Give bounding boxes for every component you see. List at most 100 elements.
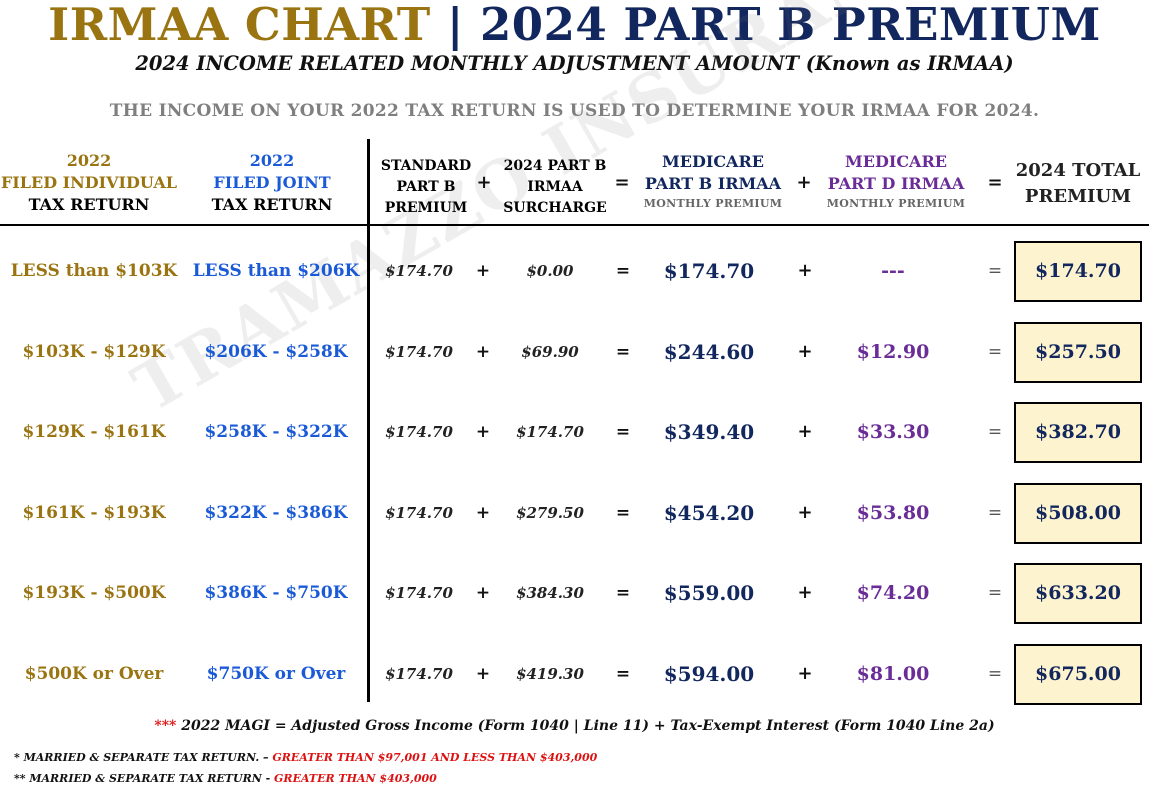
equals-sign: = bbox=[987, 342, 1003, 362]
cell-part-d: $74.20 bbox=[856, 582, 930, 604]
header-total-line1: 2024 TOTAL bbox=[1015, 160, 1141, 181]
header-individual-year: 2022 bbox=[66, 151, 112, 170]
plus-sign: + bbox=[475, 583, 491, 603]
equals-sign: = bbox=[987, 261, 1003, 281]
table-row: $500K or Over $750K or Over $174.70 + $4… bbox=[0, 643, 1149, 705]
header-part-b-line3: MONTHLY PREMIUM bbox=[643, 197, 783, 210]
header-part-d-line1: MEDICARE bbox=[845, 152, 947, 171]
header-part-b-line2: PART B IRMAA bbox=[644, 174, 782, 193]
cell-individual: $500K or Over bbox=[24, 664, 164, 684]
header-total: 2024 TOTAL PREMIUM bbox=[1004, 158, 1149, 210]
equals-sign: = bbox=[615, 422, 631, 442]
header-part-d-line3: MONTHLY PREMIUM bbox=[826, 197, 966, 210]
cell-standard: $174.70 bbox=[385, 343, 453, 361]
header-surcharge-line2: IRMAA bbox=[527, 179, 583, 195]
separate-return-note-2: ** MARRIED & SEPARATE TAX RETURN - GREAT… bbox=[14, 772, 437, 785]
total-premium-box: $508.00 bbox=[1014, 483, 1142, 544]
plus-sign: + bbox=[797, 502, 813, 523]
header-total-line2: PREMIUM bbox=[1024, 186, 1132, 207]
header-surcharge: 2024 PART B IRMAA SURCHARGE bbox=[496, 156, 614, 219]
header-joint-year: 2022 bbox=[249, 151, 295, 170]
cell-part-b: $559.00 bbox=[663, 581, 755, 605]
plus-sign: + bbox=[475, 664, 491, 684]
cell-individual: $161K - $193K bbox=[22, 503, 166, 523]
total-premium-box: $675.00 bbox=[1014, 644, 1142, 705]
cell-standard: $174.70 bbox=[385, 262, 453, 280]
income-note: THE INCOME ON YOUR 2022 TAX RETURN IS US… bbox=[109, 101, 1040, 121]
column-divider bbox=[367, 139, 370, 702]
cell-standard: $174.70 bbox=[385, 584, 453, 602]
separate-return-value-1: GREATER THAN $97,001 AND LESS THAN $403,… bbox=[272, 751, 598, 764]
table-row: LESS than $103K LESS than $206K $174.70 … bbox=[0, 240, 1149, 302]
cell-surcharge: $0.00 bbox=[526, 262, 574, 280]
header-individual: 2022 FILED INDIVIDUAL TAX RETURN bbox=[0, 150, 178, 216]
header-standard-line2: PART B bbox=[396, 179, 456, 195]
page-title: IRMAA CHART | 2024 PART B PREMIUM bbox=[0, 0, 1149, 50]
header-standard: STANDARD PART B PREMIUM bbox=[372, 156, 480, 219]
equals-sign: = bbox=[987, 664, 1003, 684]
plus-sign: + bbox=[797, 663, 813, 684]
header-part-b: MEDICARE PART B IRMAA MONTHLY PREMIUM bbox=[634, 151, 792, 213]
equals-sign: = bbox=[987, 422, 1003, 442]
cell-standard: $174.70 bbox=[385, 423, 453, 441]
header-surcharge-line1: 2024 PART B bbox=[503, 158, 607, 174]
table-row: $103K - $129K $206K - $258K $174.70 + $6… bbox=[0, 321, 1149, 383]
plus-sign: + bbox=[475, 422, 491, 442]
separate-return-note-1: * MARRIED & SEPARATE TAX RETURN. – GREAT… bbox=[14, 751, 597, 764]
total-premium-box: $174.70 bbox=[1014, 241, 1142, 302]
separate-return-label-1: * MARRIED & SEPARATE TAX RETURN. – bbox=[14, 751, 269, 764]
table-row: $129K - $161K $258K - $322K $174.70 + $1… bbox=[0, 401, 1149, 463]
total-premium-box: $257.50 bbox=[1014, 322, 1142, 383]
header-part-d-line2: PART D IRMAA bbox=[827, 174, 965, 193]
cell-part-d: $53.80 bbox=[856, 502, 930, 524]
cell-surcharge: $384.30 bbox=[516, 584, 584, 602]
cell-part-d: $81.00 bbox=[856, 663, 930, 685]
equals-sign: = bbox=[615, 503, 631, 523]
header-plus-2: + bbox=[796, 172, 812, 193]
cell-joint: $750K or Over bbox=[206, 664, 346, 684]
cell-surcharge: $174.70 bbox=[516, 423, 584, 441]
magi-footnote: *** 2022 MAGI = Adjusted Gross Income (F… bbox=[0, 718, 1149, 734]
header-equals-2: = bbox=[987, 172, 1003, 193]
cell-surcharge: $419.30 bbox=[516, 665, 584, 683]
plus-sign: + bbox=[475, 342, 491, 362]
plus-sign: + bbox=[797, 421, 813, 442]
plus-sign: + bbox=[797, 582, 813, 603]
equals-sign: = bbox=[615, 664, 631, 684]
cell-part-b: $454.20 bbox=[663, 501, 755, 525]
cell-joint: $206K - $258K bbox=[204, 342, 348, 362]
cell-part-b: $244.60 bbox=[663, 340, 755, 364]
cell-surcharge: $279.50 bbox=[516, 504, 584, 522]
cell-part-d: $33.30 bbox=[856, 421, 930, 443]
magi-text: 2022 MAGI = Adjusted Gross Income (Form … bbox=[181, 718, 995, 734]
header-standard-line1: STANDARD bbox=[380, 158, 472, 174]
cell-part-b: $349.40 bbox=[663, 420, 755, 444]
equals-sign: = bbox=[615, 261, 631, 281]
equals-sign: = bbox=[615, 583, 631, 603]
plus-sign: + bbox=[475, 261, 491, 281]
cell-individual: LESS than $103K bbox=[10, 261, 178, 281]
cell-joint: $322K - $386K bbox=[204, 503, 348, 523]
header-individual-tax: TAX RETURN bbox=[28, 195, 150, 214]
plus-sign: + bbox=[797, 260, 813, 281]
equals-sign: = bbox=[987, 583, 1003, 603]
plus-sign: + bbox=[797, 341, 813, 362]
equals-sign: = bbox=[615, 342, 631, 362]
header-equals-1: = bbox=[614, 172, 630, 193]
equals-sign: = bbox=[987, 503, 1003, 523]
subtitle: 2024 INCOME RELATED MONTHLY ADJUSTMENT A… bbox=[135, 52, 1014, 75]
header-joint: 2022 FILED JOINT TAX RETURN bbox=[188, 150, 356, 216]
table-row: $161K - $193K $322K - $386K $174.70 + $2… bbox=[0, 482, 1149, 544]
header-joint-label: FILED JOINT bbox=[213, 173, 331, 192]
title-left: IRMAA CHART bbox=[48, 0, 431, 51]
cell-individual: $193K - $500K bbox=[22, 583, 166, 603]
cell-surcharge: $69.90 bbox=[521, 343, 579, 361]
cell-joint: LESS than $206K bbox=[192, 261, 360, 281]
cell-part-b: $174.70 bbox=[663, 259, 755, 283]
total-premium-box: $633.20 bbox=[1014, 563, 1142, 624]
separate-return-label-2: ** MARRIED & SEPARATE TAX RETURN - bbox=[14, 772, 271, 785]
title-separator: | bbox=[446, 0, 464, 51]
header-standard-line3: PREMIUM bbox=[384, 200, 468, 216]
cell-joint: $386K - $750K bbox=[204, 583, 348, 603]
header-part-b-line1: MEDICARE bbox=[662, 152, 764, 171]
